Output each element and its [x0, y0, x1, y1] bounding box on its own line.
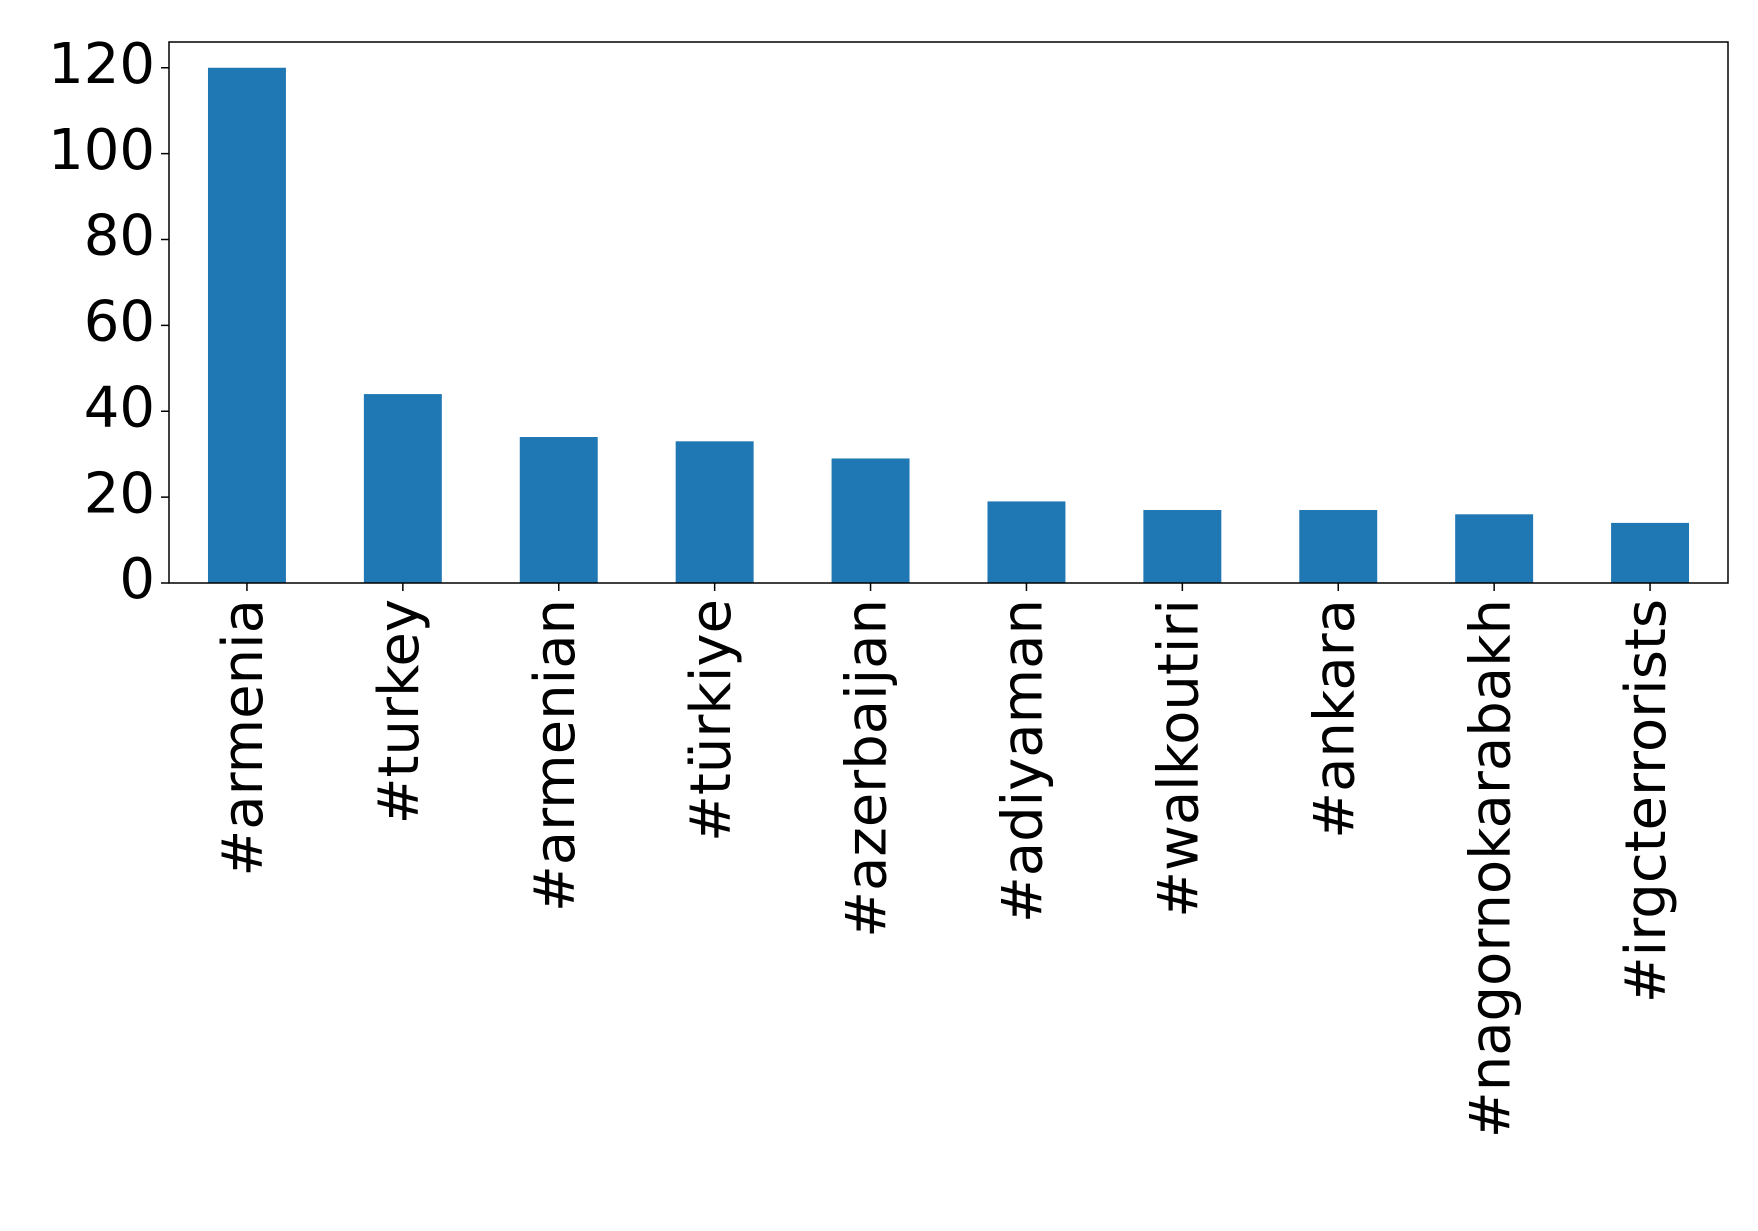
x-tick-label: #adiyaman [991, 599, 1056, 923]
bar [675, 441, 754, 583]
x-tick-label: #walkoutiri [1146, 599, 1211, 918]
bar [363, 394, 442, 583]
bar [1299, 510, 1378, 583]
x-tick-label: #ankara [1302, 599, 1367, 839]
x-tick-label: #armenian [523, 599, 588, 912]
x-tick-label: #nagornokarabakh [1458, 599, 1523, 1138]
y-tick-label: 20 [84, 461, 155, 526]
y-tick-label: 60 [84, 290, 155, 355]
x-tick-label: #azerbaijan [835, 599, 900, 938]
y-tick-label: 120 [48, 32, 155, 97]
bar [1455, 514, 1534, 583]
y-tick-label: 0 [119, 547, 155, 612]
y-tick-label: 80 [84, 204, 155, 269]
bar [519, 437, 598, 583]
x-tick-label: #turkey [367, 599, 432, 824]
x-tick-label: #irgcterrorists [1614, 599, 1679, 1003]
y-tick-label: 40 [84, 375, 155, 440]
x-tick-label: #türkiye [679, 599, 744, 842]
y-tick-label: 100 [48, 118, 155, 183]
bar [1143, 510, 1222, 583]
bar [1611, 522, 1690, 583]
bar [987, 501, 1066, 583]
bar [831, 458, 910, 583]
bar [207, 67, 286, 583]
plot-frame [168, 41, 1729, 584]
x-tick-label: #armenia [211, 599, 276, 877]
